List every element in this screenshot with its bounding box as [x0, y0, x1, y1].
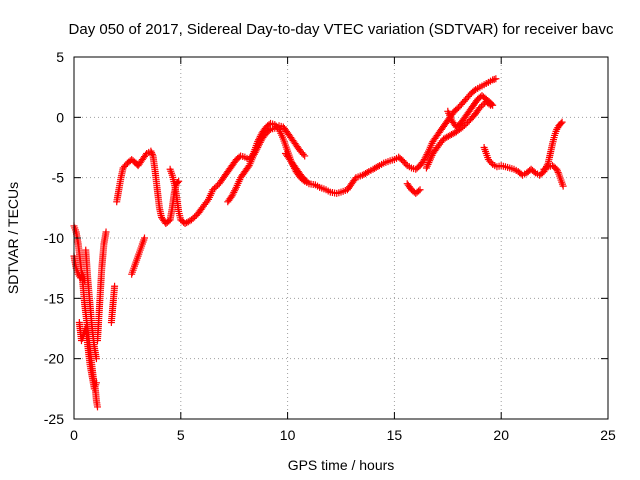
- y-axis-label: SDTVAR / TECUs: [5, 182, 21, 294]
- series-arc5: [93, 228, 110, 345]
- data-point: [421, 154, 429, 162]
- data-point: [530, 168, 538, 176]
- data-point: [470, 87, 478, 95]
- data-point: [256, 138, 264, 146]
- series-arc6: [107, 282, 119, 326]
- data-point: [231, 187, 239, 195]
- data-point: [111, 282, 119, 290]
- y-tick-label: -15: [44, 290, 64, 306]
- data-point: [229, 190, 237, 198]
- data-point: [203, 197, 211, 205]
- data-point: [554, 168, 562, 176]
- series-arc10: [224, 122, 309, 206]
- data-point: [230, 188, 238, 196]
- data-point: [92, 355, 100, 363]
- data-point: [249, 152, 257, 160]
- data-point: [250, 150, 258, 158]
- data-point: [301, 176, 309, 184]
- y-tick-label: -20: [44, 351, 64, 367]
- series-arc13: [422, 98, 495, 172]
- data-point: [253, 145, 261, 153]
- data-point: [140, 234, 148, 242]
- data-point: [460, 121, 468, 129]
- y-tick-label: -5: [52, 170, 65, 186]
- data-point: [255, 142, 263, 150]
- series-arc4: [82, 246, 100, 363]
- data-point: [212, 183, 220, 191]
- data-point: [488, 100, 496, 108]
- data-point: [423, 150, 431, 158]
- axis-ticks: 0 5 10 15 20 25 5 0 -5 -10 -15 -20 -25: [44, 49, 616, 443]
- data-point: [415, 187, 423, 195]
- data-point: [255, 140, 263, 148]
- data-point: [303, 177, 311, 185]
- data-point: [147, 147, 155, 155]
- y-tick-label: -10: [44, 230, 64, 246]
- series-arc14: [444, 92, 497, 131]
- data-point: [420, 156, 428, 164]
- data-point: [148, 150, 156, 158]
- data-point: [416, 186, 424, 194]
- x-tick-label: 0: [70, 427, 78, 443]
- data-point: [191, 213, 199, 221]
- data-point: [93, 403, 101, 411]
- data-point: [251, 149, 259, 157]
- data-point: [459, 123, 467, 131]
- series-arc7: [113, 147, 183, 228]
- x-tick-label: 25: [600, 427, 616, 443]
- data-point: [265, 127, 273, 135]
- data-point: [559, 182, 567, 190]
- data-point: [479, 101, 487, 109]
- data-point: [490, 75, 498, 83]
- data-point: [363, 169, 371, 177]
- data-point: [487, 159, 495, 167]
- series-arc16: [540, 162, 567, 190]
- data-point: [187, 216, 195, 224]
- x-tick-label: 20: [493, 427, 509, 443]
- data-point: [402, 160, 410, 168]
- data-point: [210, 184, 218, 192]
- data-point: [462, 120, 470, 128]
- data-point: [557, 119, 565, 127]
- data-point: [492, 75, 500, 83]
- data-point: [489, 76, 497, 84]
- series-arc3: [75, 318, 100, 393]
- data-point: [301, 152, 309, 160]
- data-points: [70, 75, 567, 411]
- data-point: [424, 149, 432, 157]
- y-tick-label: 5: [56, 49, 64, 65]
- grid: [74, 57, 608, 419]
- data-point: [254, 144, 262, 151]
- y-tick-label: -25: [44, 411, 64, 427]
- data-point: [252, 147, 260, 155]
- data-point: [553, 167, 561, 175]
- series-arc12: [403, 180, 424, 197]
- x-tick-label: 5: [177, 427, 185, 443]
- series-arc9: [166, 75, 500, 228]
- data-point: [422, 152, 430, 160]
- data-point: [209, 186, 217, 194]
- data-point: [374, 163, 382, 171]
- chart-title: Day 050 of 2017, Sidereal Day-to-day VTE…: [69, 21, 614, 38]
- x-axis-label: GPS time / hours: [288, 457, 395, 473]
- data-point: [476, 104, 484, 112]
- data-point: [189, 214, 197, 222]
- series-arc11: [281, 150, 311, 185]
- data-point: [299, 150, 307, 158]
- data-point: [102, 228, 110, 236]
- y-tick-label: 0: [56, 109, 64, 125]
- data-point: [477, 102, 485, 110]
- x-tick-label: 10: [280, 427, 296, 443]
- data-point: [558, 118, 566, 126]
- series-arc8: [128, 234, 148, 278]
- data-point: [148, 149, 156, 157]
- data-point: [231, 185, 239, 193]
- data-point: [228, 192, 236, 200]
- data-point: [553, 165, 561, 173]
- data-point: [92, 379, 100, 387]
- x-tick-label: 15: [387, 427, 403, 443]
- data-point: [489, 101, 497, 109]
- series-arc15: [480, 118, 566, 179]
